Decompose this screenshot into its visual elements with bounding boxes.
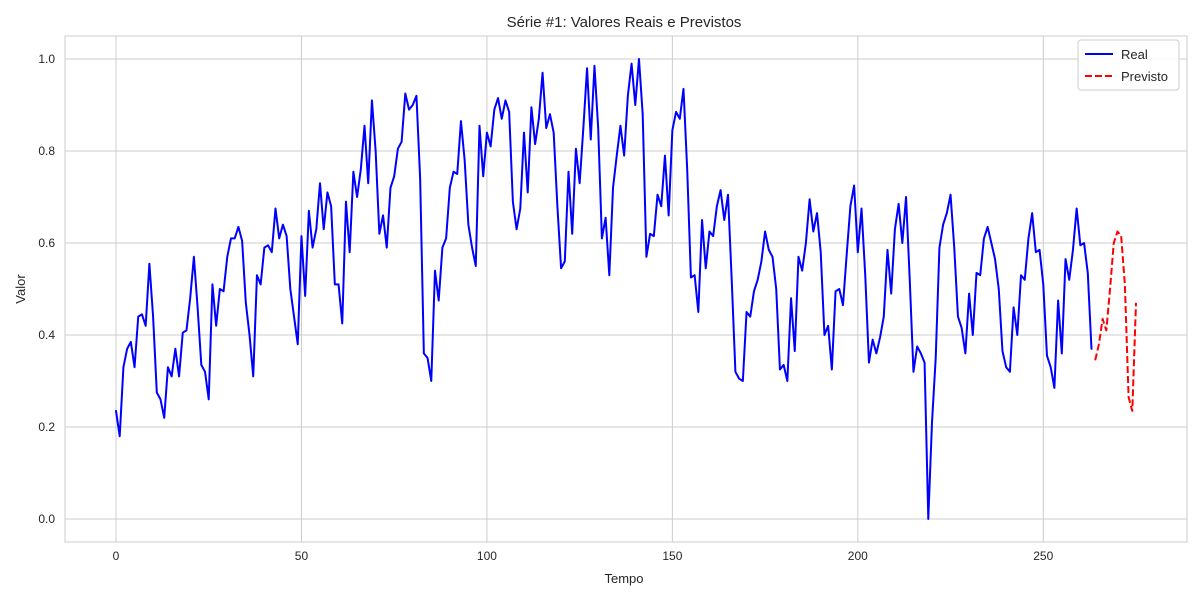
y-tick-label: 0.4 (38, 328, 55, 342)
chart-title: Série #1: Valores Reais e Previstos (507, 14, 742, 31)
y-tick-label: 0.0 (38, 512, 55, 526)
x-axis-label: Tempo (604, 571, 643, 586)
series-lines (115, 58, 1137, 520)
x-tick-label: 250 (1033, 549, 1053, 563)
series-line-previsto (1094, 230, 1137, 412)
x-tick-label: 150 (662, 549, 682, 563)
x-tick-label: 50 (295, 549, 309, 563)
y-tick-label: 0.2 (38, 420, 55, 434)
plot-frame (64, 35, 1188, 543)
series-line-real (115, 58, 1093, 520)
grid-lines (65, 36, 1187, 542)
axes: 0 50 100 150 200 250 0.0 0.2 0.4 0.6 0.8 1.0 (38, 35, 1188, 563)
legend: Real Previsto (1077, 39, 1180, 91)
legend-label-real: Real (1121, 47, 1148, 62)
y-tick-label: 1.0 (38, 52, 55, 66)
y-tick-label: 0.6 (38, 236, 55, 250)
y-axis-label: Valor (13, 274, 28, 304)
legend-label-previsto: Previsto (1121, 69, 1168, 84)
x-tick-label: 200 (848, 549, 868, 563)
y-tick-label: 0.8 (38, 144, 55, 158)
x-tick-label: 0 (113, 549, 120, 563)
x-tick-label: 100 (477, 549, 497, 563)
legend-box (1077, 39, 1180, 91)
